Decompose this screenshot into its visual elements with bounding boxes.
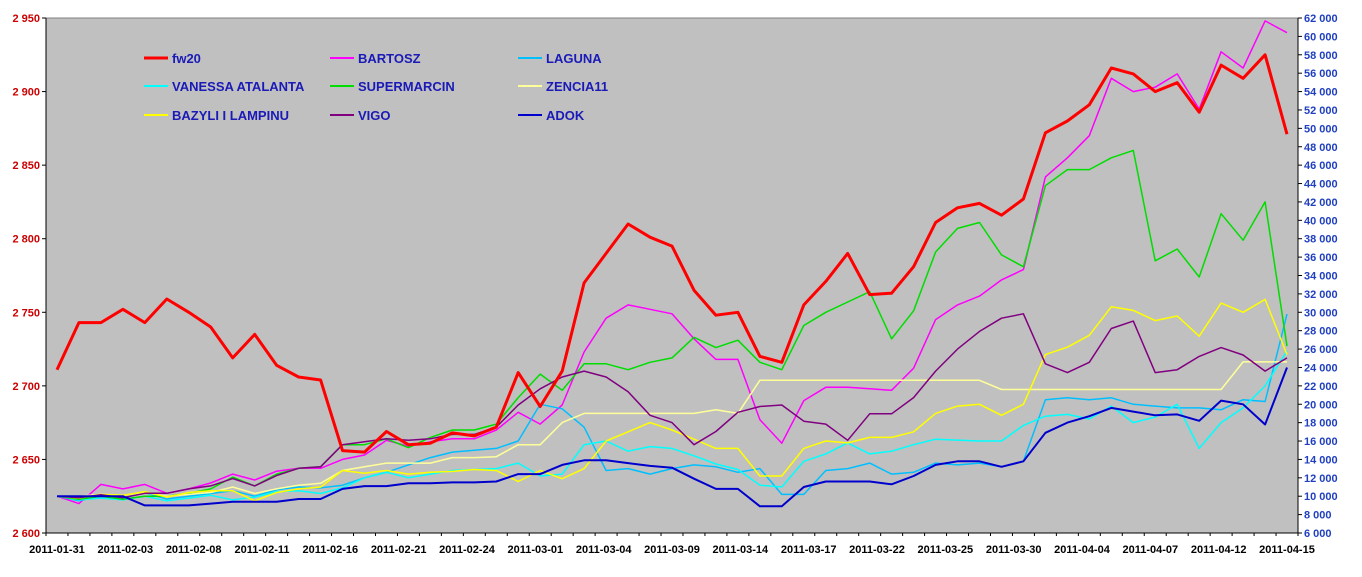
x-tick-label: 2011-03-22 xyxy=(849,544,905,556)
right-tick-label: 26 000 xyxy=(1304,344,1338,356)
legend-label: LAGUNA xyxy=(546,51,602,66)
x-tick-label: 2011-03-01 xyxy=(507,544,563,556)
left-tick-label: 2 700 xyxy=(12,381,40,393)
right-tick-label: 8 000 xyxy=(1304,510,1332,522)
right-tick-label: 30 000 xyxy=(1304,307,1338,319)
right-tick-label: 62 000 xyxy=(1304,13,1338,25)
x-axis: 2011-01-31 2011-02-03 2011-02-08 2011-02-11… xyxy=(29,532,1315,556)
right-tick-label: 54 000 xyxy=(1304,87,1338,99)
left-y-axis: 2 600 2 650 2 700 2 750 2 800 2 850 2 900 2 950 xyxy=(12,13,47,540)
left-tick-label: 2 650 xyxy=(12,454,40,466)
series-line-fw20 xyxy=(55,53,1289,454)
right-tick-label: 14 000 xyxy=(1304,454,1338,466)
series-line-zencia11 xyxy=(57,361,1287,497)
plot-area xyxy=(45,17,1299,534)
right-tick-label: 42 000 xyxy=(1304,197,1338,209)
right-tick-label: 58 000 xyxy=(1304,50,1338,62)
x-tick-label: 2011-01-31 xyxy=(29,544,85,556)
right-y-axis: 6 000 8 000 10 000 12 000 14 000 16 000 18 000… xyxy=(1297,13,1338,540)
right-tick-label: 56 000 xyxy=(1304,68,1338,80)
right-tick-label: 6 000 xyxy=(1304,528,1332,540)
left-tick-label: 2 950 xyxy=(12,13,40,25)
x-tick-label: 2011-02-08 xyxy=(166,544,222,556)
left-tick-label: 2 750 xyxy=(12,307,40,319)
right-tick-label: 60 000 xyxy=(1304,31,1338,43)
x-tick-label: 2011-02-03 xyxy=(97,544,153,556)
right-tick-label: 44 000 xyxy=(1304,179,1338,191)
left-tick-label: 2 850 xyxy=(12,160,40,172)
x-tick-label: 2011-02-16 xyxy=(302,544,358,556)
right-tick-label: 28 000 xyxy=(1304,326,1338,338)
right-tick-label: 48 000 xyxy=(1304,142,1338,154)
left-tick-label: 2 900 xyxy=(12,87,40,99)
x-tick-label: 2011-04-15 xyxy=(1259,544,1315,556)
x-tick-label: 2011-03-04 xyxy=(576,544,633,556)
series-line-adok xyxy=(57,367,1288,508)
x-tick-label: 2011-02-21 xyxy=(371,544,427,556)
x-tick-label: 2011-02-11 xyxy=(234,544,289,556)
series-line-bartosz xyxy=(56,20,1288,505)
x-tick-label: 2011-03-14 xyxy=(712,544,769,556)
series-layer xyxy=(55,20,1289,508)
series-line-bazyli-i-lampinu xyxy=(56,298,1288,502)
legend-label: ZENCIA11 xyxy=(546,79,608,94)
right-tick-label: 38 000 xyxy=(1304,234,1338,246)
right-tick-label: 32 000 xyxy=(1304,289,1338,301)
legend-label: SUPERMARCIN xyxy=(358,79,455,94)
right-tick-label: 22 000 xyxy=(1304,381,1338,393)
x-tick-label: 2011-03-17 xyxy=(781,544,837,556)
legend: fw20 BARTOSZ LAGUNA VANESSA ATALANTA SUPERMA… xyxy=(144,51,608,123)
legend-label: BAZYLI I LAMPINU xyxy=(172,108,289,123)
legend-label: VANESSA ATALANTA xyxy=(172,79,305,94)
x-tick-label: 2011-04-07 xyxy=(1123,544,1179,556)
left-tick-label: 2 600 xyxy=(12,528,40,540)
right-tick-label: 16 000 xyxy=(1304,436,1338,448)
legend-label: BARTOSZ xyxy=(358,51,421,66)
x-tick-label: 2011-03-30 xyxy=(986,544,1042,556)
legend-label: fw20 xyxy=(172,51,201,66)
right-tick-label: 52 000 xyxy=(1304,105,1338,117)
right-tick-label: 18 000 xyxy=(1304,418,1338,430)
left-tick-label: 2 800 xyxy=(12,234,40,246)
legend-label: VIGO xyxy=(358,108,391,123)
x-tick-label: 2011-03-09 xyxy=(644,544,700,556)
right-tick-label: 40 000 xyxy=(1304,215,1338,227)
right-tick-label: 10 000 xyxy=(1304,491,1338,503)
x-tick-label: 2011-03-25 xyxy=(918,544,974,556)
x-tick-label: 2011-04-12 xyxy=(1191,544,1247,556)
right-tick-label: 36 000 xyxy=(1304,252,1338,264)
right-tick-label: 50 000 xyxy=(1304,123,1338,135)
legend-label: ADOK xyxy=(546,108,585,123)
x-tick-label: 2011-02-24 xyxy=(439,544,496,556)
right-tick-label: 20 000 xyxy=(1304,399,1338,411)
right-tick-label: 46 000 xyxy=(1304,160,1338,172)
right-tick-label: 24 000 xyxy=(1304,362,1338,374)
right-tick-label: 12 000 xyxy=(1304,473,1338,485)
right-tick-label: 34 000 xyxy=(1304,271,1338,283)
series-line-vigo xyxy=(56,313,1288,499)
x-tick-label: 2011-04-04 xyxy=(1054,544,1111,556)
